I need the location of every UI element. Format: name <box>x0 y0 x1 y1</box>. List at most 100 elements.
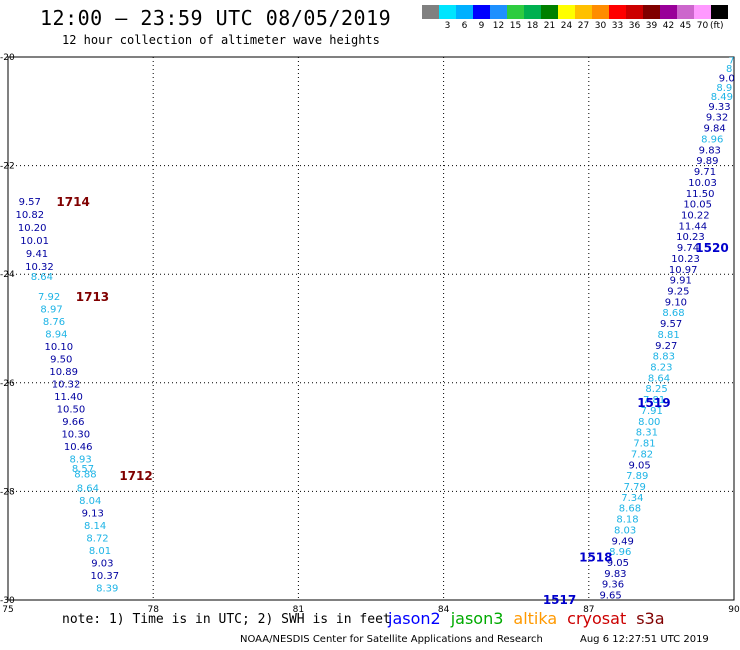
swh-value: 10.46 <box>64 442 93 453</box>
swh-value: 10.22 <box>681 210 710 221</box>
legend-label: 39 <box>645 21 658 31</box>
legend-swatch <box>694 5 711 19</box>
pass-number: 1714 <box>56 195 89 209</box>
chart-subtitle: 12 hour collection of altimeter wave hei… <box>62 33 380 47</box>
swh-value: 7.81 <box>643 395 665 406</box>
swh-value: 10.10 <box>44 342 73 353</box>
swh-value: 9.05 <box>628 460 650 471</box>
y-tick-label: -24 <box>0 270 15 280</box>
x-tick-label: 81 <box>293 605 304 615</box>
y-tick-label: -30 <box>0 596 15 606</box>
swh-value: 9.57 <box>19 197 41 208</box>
swh-value: 8.94 <box>45 329 67 340</box>
swh-value: 8.18 <box>616 515 638 526</box>
swh-value: 7.79 <box>624 482 646 493</box>
swh-value: 10.50 <box>57 404 86 415</box>
legend-label: 12 <box>492 21 505 31</box>
color-legend: 3 6 9 12 15 18 21 24 27 30 33 36 39 42 45 70 (ft) <box>422 5 728 31</box>
swh-value: 9.36 <box>602 580 624 591</box>
legend-swatch <box>592 5 609 19</box>
swh-value: 9.83 <box>699 145 721 156</box>
swh-value: 8.01 <box>89 546 111 557</box>
legend-label: 27 <box>577 21 590 31</box>
y-tick-label: -26 <box>0 379 15 389</box>
swh-value: 8.64 <box>31 272 53 283</box>
legend-label: 18 <box>526 21 539 31</box>
swh-value: 8.03 <box>614 525 636 536</box>
swh-value: 8.64 <box>648 373 670 384</box>
satellite-label: jason2 <box>388 609 441 628</box>
swh-value: 10.01 <box>20 236 49 247</box>
swh-value: 8.9 <box>716 83 732 94</box>
swh-value: 8.76 <box>43 317 65 328</box>
swh-value: 9.91 <box>670 276 692 287</box>
swh-value: 9.83 <box>604 569 626 580</box>
swh-value: 11.50 <box>686 189 715 200</box>
swh-value: 11.44 <box>679 221 708 232</box>
swh-value: 8.64 <box>77 484 99 495</box>
swh-value: 8.97 <box>40 304 62 315</box>
swh-value: 10.97 <box>669 265 698 276</box>
swh-value: 8 <box>726 64 732 75</box>
x-tick-label: 84 <box>438 605 450 615</box>
pass-number: 1520 <box>695 241 728 255</box>
swh-value: 8.72 <box>86 534 108 545</box>
legend-swatch <box>660 5 677 19</box>
legend-swatch <box>677 5 694 19</box>
swh-value: 9.33 <box>708 102 730 113</box>
legend-label: 33 <box>611 21 624 31</box>
swh-value: 8.23 <box>650 363 672 374</box>
footer-note: note: 1) Time is in UTC; 2) SWH is in fe… <box>62 612 391 627</box>
swh-value: 10.20 <box>18 223 47 234</box>
legend-swatch <box>626 5 643 19</box>
swh-value: 8.14 <box>84 521 106 532</box>
swh-value: 9.41 <box>26 249 48 260</box>
legend-swatch <box>422 5 439 19</box>
legend-label: 24 <box>560 21 573 31</box>
legend-swatch <box>456 5 473 19</box>
satellite-label: s3a <box>636 609 665 628</box>
legend-swatches <box>422 5 728 19</box>
swh-value: 10.89 <box>49 367 78 378</box>
swh-value: 10.03 <box>688 178 717 189</box>
pass-number: 1712 <box>119 469 152 483</box>
pass-number: 1517 <box>543 593 576 607</box>
y-tick-label: -22 <box>0 162 15 172</box>
satellite-label: cryosat <box>567 609 627 628</box>
chart-title: 12:00 – 23:59 UTC 08/05/2019 <box>40 6 392 30</box>
swh-value: 8.96 <box>701 134 723 145</box>
satellite-label: jason3 <box>450 609 504 628</box>
swh-value: 8.00 <box>638 417 660 428</box>
satellite-legend: jason2 jason3 altika cryosat s3a <box>388 609 675 628</box>
legend-label: 42 <box>662 21 675 31</box>
swh-value: 9.57 <box>660 319 682 330</box>
swh-value: 7.82 <box>631 449 653 460</box>
swh-value: 7.91 <box>641 406 663 417</box>
swh-value: 8.93 <box>69 454 91 465</box>
swh-value: 9.25 <box>667 286 689 297</box>
swh-value: 9.10 <box>665 297 687 308</box>
swh-value: 7.34 <box>621 493 643 504</box>
swh-value: 10.32 <box>52 379 81 390</box>
pass-number: 1518 <box>579 551 612 565</box>
swh-value: 8.83 <box>653 352 675 363</box>
legend-label: 30 <box>594 21 607 31</box>
legend-swatch <box>575 5 592 19</box>
swh-value: 10.32 <box>25 262 54 273</box>
swh-value: 9.66 <box>62 417 84 428</box>
swh-value: 10.23 <box>671 254 700 265</box>
legend-label: 9 <box>478 21 485 31</box>
swh-value: 9.03 <box>91 559 113 570</box>
legend-label: 3 <box>444 21 451 31</box>
footer-timestamp: Aug 6 12:27:51 UTC 2019 <box>580 634 709 645</box>
swh-value: 8.88 <box>74 469 96 480</box>
legend-label: 6 <box>461 21 468 31</box>
swh-value: 8.25 <box>645 384 667 395</box>
y-tick-label: -28 <box>0 487 15 497</box>
swh-value: 9.49 <box>612 536 634 547</box>
swh-value: 8.31 <box>636 428 658 439</box>
legend-labels: 3 6 9 12 15 18 21 24 27 30 33 36 39 42 45 70 <box>422 21 728 31</box>
legend-swatch <box>490 5 507 19</box>
pass-number: 1519 <box>637 396 670 410</box>
